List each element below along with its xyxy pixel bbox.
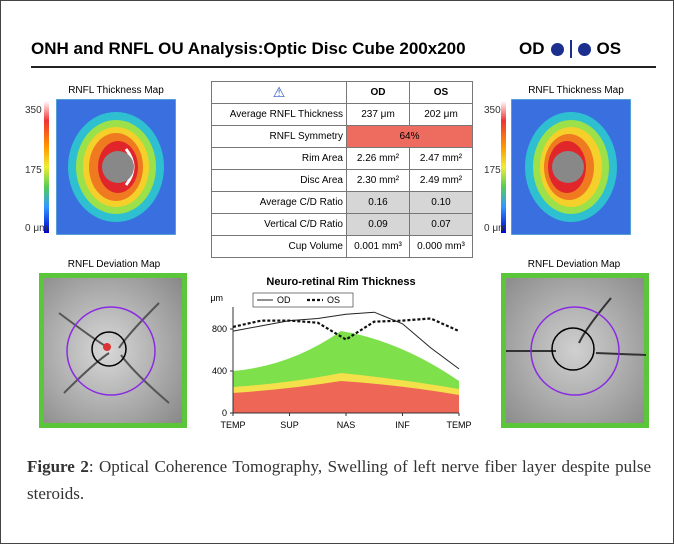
scale-label: 175 — [25, 165, 42, 176]
table-row: Cup Volume 0.001 mm³ 0.000 mm³ — [211, 235, 473, 258]
thickness-map — [56, 99, 176, 235]
table-row: Average C/D Ratio 0.16 0.10 — [211, 191, 473, 214]
value-cell: 0.10 — [409, 191, 473, 214]
table-row: Rim Area 2.26 mm² 2.47 mm² — [211, 147, 473, 170]
caption-text: : Optical Coherence Tomography, Swelling… — [27, 457, 651, 503]
value-cell: 0.001 mm³ — [346, 235, 410, 258]
report-title: ONH and RNFL OU Analysis:Optic Disc Cube… — [31, 39, 466, 58]
table-row: RNFL Symmetry 64% — [211, 125, 473, 148]
chart-title: Neuro-retinal Rim Thickness — [266, 276, 415, 288]
disc — [102, 151, 134, 183]
series-line — [232, 311, 460, 370]
x-tick-label: TEMP — [220, 420, 245, 430]
row-label: RNFL Symmetry — [211, 125, 347, 148]
caption: Figure 2: Optical Coherence Tomography, … — [27, 453, 651, 507]
eye-legend: OD OS — [519, 39, 621, 59]
row-label: Average C/D Ratio — [211, 191, 347, 214]
value-cell: 237 μm — [346, 103, 410, 126]
value-cell: 0.09 — [346, 213, 410, 236]
row-label: Vertical C/D Ratio — [211, 213, 347, 236]
map-title: RNFL Thickness Map — [528, 85, 624, 96]
thickness-map — [511, 99, 631, 235]
header-row: ⚠ OD OS — [211, 81, 473, 104]
x-tick-label: SUP — [280, 420, 299, 430]
row-label: Cup Volume — [211, 235, 347, 258]
value-cell: 0.000 mm³ — [409, 235, 473, 258]
table-row: Average RNFL Thickness 237 μm 202 μm — [211, 103, 473, 126]
row-label: Average RNFL Thickness — [211, 103, 347, 126]
color-bar — [44, 101, 49, 233]
map-title: RNFL Thickness Map — [68, 85, 164, 96]
outside-band — [233, 381, 459, 413]
scan-circle — [66, 306, 156, 396]
deviation-map — [39, 273, 187, 428]
scale-label: 350 — [25, 105, 42, 116]
cup — [103, 343, 111, 351]
y-tick-label: 0 — [222, 408, 227, 418]
x-tick-label: NAS — [337, 420, 356, 430]
table-row: Disc Area 2.30 mm² 2.49 mm² — [211, 169, 473, 192]
rim-chart: Neuro-retinal Rim Thickness μm 0 400 800 TE… — [210, 276, 471, 430]
x-tick-label: TEMP — [446, 420, 471, 430]
row-label: Disc Area — [211, 169, 347, 192]
scale-label: 0 μm — [484, 223, 507, 234]
icon-cell: ⚠ — [211, 81, 347, 104]
od-label: OD — [519, 39, 545, 58]
deviation-map — [501, 273, 649, 428]
map-title: RNFL Deviation Map — [67, 259, 161, 270]
scan-circle — [530, 306, 620, 396]
title-rule — [31, 66, 656, 68]
y-unit: μm — [210, 293, 223, 303]
y-tick-label: 400 — [212, 366, 227, 376]
y-tick-label: 800 — [212, 324, 227, 334]
column-header: OS — [409, 81, 473, 104]
od-dot — [550, 42, 564, 56]
os-dot — [577, 42, 591, 56]
value-cell: 0.07 — [409, 213, 473, 236]
metrics-table: ⚠ OD OS Average RNFL Thickness 237 μm 202 μm R… — [211, 81, 473, 258]
caption-label: Figure 2 — [27, 457, 89, 476]
disc-margin — [551, 327, 595, 371]
legend-label: OS — [327, 295, 340, 305]
scale-label: 0 μm — [25, 223, 48, 234]
value-cell: 2.49 mm² — [409, 169, 473, 192]
value-cell: 64% — [346, 125, 473, 148]
disc-margin — [91, 331, 127, 367]
disc — [552, 151, 584, 183]
value-cell: 202 μm — [409, 103, 473, 126]
x-tick-label: INF — [395, 420, 410, 430]
legend-box — [252, 292, 354, 308]
legend-label: OD — [277, 295, 291, 305]
value-cell: 2.26 mm² — [346, 147, 410, 170]
vessels — [58, 302, 170, 404]
os-label: OS — [596, 39, 622, 58]
value-cell: 0.16 — [346, 191, 410, 214]
scale-label: 350 — [484, 105, 501, 116]
divider — [569, 40, 572, 58]
row-label: Rim Area — [211, 147, 347, 170]
color-bar — [501, 101, 506, 233]
map-title: RNFL Deviation Map — [527, 259, 621, 270]
scale-label: 175 — [484, 165, 501, 176]
table-row: Vertical C/D Ratio 0.09 0.07 — [211, 213, 473, 236]
value-cell: 2.30 mm² — [346, 169, 410, 192]
map-frame — [39, 273, 187, 428]
column-header: OD — [346, 81, 410, 104]
value-cell: 2.47 mm² — [409, 147, 473, 170]
